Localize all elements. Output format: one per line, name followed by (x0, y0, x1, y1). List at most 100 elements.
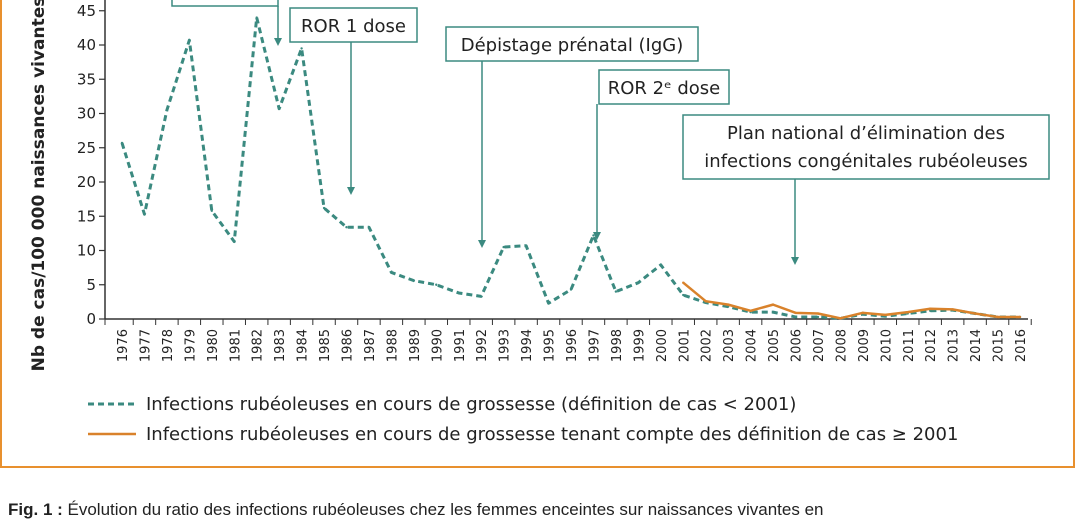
x-tick-label: 1979 (183, 329, 198, 362)
x-tick-label: 1992 (475, 329, 490, 362)
series-pre-2001-point (255, 16, 258, 19)
x-tick-label: 2005 (767, 329, 782, 362)
series-pre-2001-point (502, 245, 505, 249)
series-post-2001-point (861, 311, 865, 315)
series-pre-2001-point (277, 107, 281, 110)
series-post-2001-point (771, 303, 775, 306)
series-pre-2001-point (322, 206, 326, 210)
x-tick-label: 2001 (677, 329, 692, 362)
series-post-2001-point (839, 317, 842, 320)
x-tick-label: 2015 (992, 329, 1007, 362)
series-pre-2001-point (345, 226, 348, 229)
x-tick-label: 1993 (498, 329, 513, 362)
series-pre-2001-point (637, 281, 640, 284)
x-tick-label: 1986 (341, 329, 356, 362)
series-post-2001-line (682, 281, 1020, 320)
series-post-2001-point (704, 299, 707, 303)
x-tick-label: 1989 (408, 329, 423, 362)
x-tick-label: 2008 (834, 329, 849, 362)
annotation-box (289, 7, 418, 43)
series-pre-2001-point (390, 271, 393, 274)
series-post-2001-point (1018, 315, 1022, 319)
caption-text: Évolution du ratio des infections rubéol… (67, 500, 824, 519)
y-tick-label: 10 (77, 242, 96, 260)
y-tick-label: 45 (77, 2, 96, 20)
series-pre-2001-point (143, 212, 146, 216)
x-tick-label: 1976 (116, 329, 131, 362)
x-tick-label: 1982 (251, 329, 266, 362)
x-tick-label: 2000 (655, 329, 670, 362)
x-tick-label: 2016 (1014, 329, 1029, 362)
series-post-2001-point (906, 310, 909, 314)
series-post-2001-point (929, 307, 932, 310)
series-pre-2001-point (929, 309, 932, 312)
series-pre-2001-point (569, 288, 573, 291)
axes: 0 5 10 15 20 25 30 35 40 45 1976 1977 1978 1979 1980 19… (77, 0, 1032, 362)
y-tick-label: 15 (77, 207, 96, 225)
annotation-arrowhead (593, 232, 601, 240)
x-tick-label: 1996 (565, 329, 580, 362)
series-pre-2001-point (592, 234, 595, 237)
series-pre-2001-point (233, 240, 236, 243)
x-tick-label: 1977 (138, 329, 153, 362)
legend: Infections rubéoleuses en cours de gross… (88, 394, 958, 445)
caption-label: Fig. 1 : (8, 500, 63, 519)
x-tick-label: 1991 (453, 329, 468, 362)
annotation-arrowhead (274, 38, 282, 46)
y-tick-label: 30 (77, 105, 96, 123)
x-tick-label: 1978 (161, 329, 176, 362)
y-tick-label: 35 (77, 70, 96, 88)
x-tick-label: 2007 (812, 329, 827, 362)
x-tick-label: 2010 (879, 329, 894, 362)
series-post-2001-point (726, 303, 730, 306)
annotation-arrowhead (347, 187, 355, 195)
series-post-2001-point (996, 315, 999, 319)
series-pre-2001-point (210, 209, 213, 212)
x-tick-label: 1981 (228, 329, 243, 362)
series-pre-2001-point (457, 291, 460, 295)
x-tick-label: 1988 (385, 329, 400, 362)
series-post-2001-point (884, 313, 887, 317)
series-pre-2001-point (682, 293, 685, 297)
series-lines (120, 16, 1022, 320)
annotation-text: ROR 1 dose (301, 16, 406, 37)
annotation-box (682, 114, 1050, 180)
annotation-text: infections congénitales rubéoleuses (704, 151, 1027, 172)
annotation-box (598, 69, 730, 105)
legend-entry: Infections rubéoleuses en cours de gross… (146, 424, 958, 445)
series-pre-2001-line (120, 16, 1020, 320)
series-pre-2001-point (165, 108, 169, 112)
y-tick-label: 20 (77, 173, 96, 191)
x-tick-label: 2011 (902, 329, 917, 362)
series-pre-2001-point (412, 279, 416, 282)
x-tick-label: 1997 (587, 329, 602, 362)
series-pre-2001-point (300, 47, 303, 50)
series-pre-2001-point (771, 310, 775, 314)
x-tick-label: 1987 (363, 329, 378, 362)
figure-caption: Fig. 1 : Évolution du ratio des infectio… (8, 500, 1068, 520)
series-pre-2001-point (480, 295, 483, 298)
x-tick-label: 2013 (947, 329, 962, 362)
series-pre-2001-point (120, 141, 124, 145)
series-post-2001-point (794, 311, 797, 315)
x-tick-label: 2003 (722, 329, 737, 362)
series-pre-2001-point (547, 302, 550, 305)
series-pre-2001-point (435, 283, 438, 286)
x-tick-label: 2004 (745, 329, 760, 362)
series-pre-2001-point (524, 244, 528, 247)
x-tick-label: 1990 (430, 329, 445, 362)
annotation-text: Dépistage prénatal (IgG) (461, 35, 684, 56)
x-tick-label: 1983 (273, 329, 288, 362)
x-tick-label: 1994 (520, 329, 535, 362)
x-tick-label: 2009 (857, 329, 872, 362)
x-tick-label: 1999 (632, 329, 647, 362)
y-tick-label: 0 (86, 310, 96, 328)
figure-frame (0, 0, 1075, 468)
legend-entry: Infections rubéoleuses en cours de gross… (146, 394, 796, 415)
y-tick-label: 25 (77, 139, 96, 157)
annotation-box (171, 0, 279, 7)
x-tick-label: 1985 (318, 329, 333, 362)
series-pre-2001-point (794, 315, 797, 319)
series-post-2001-point (816, 312, 820, 315)
series-pre-2001-point (816, 315, 820, 319)
